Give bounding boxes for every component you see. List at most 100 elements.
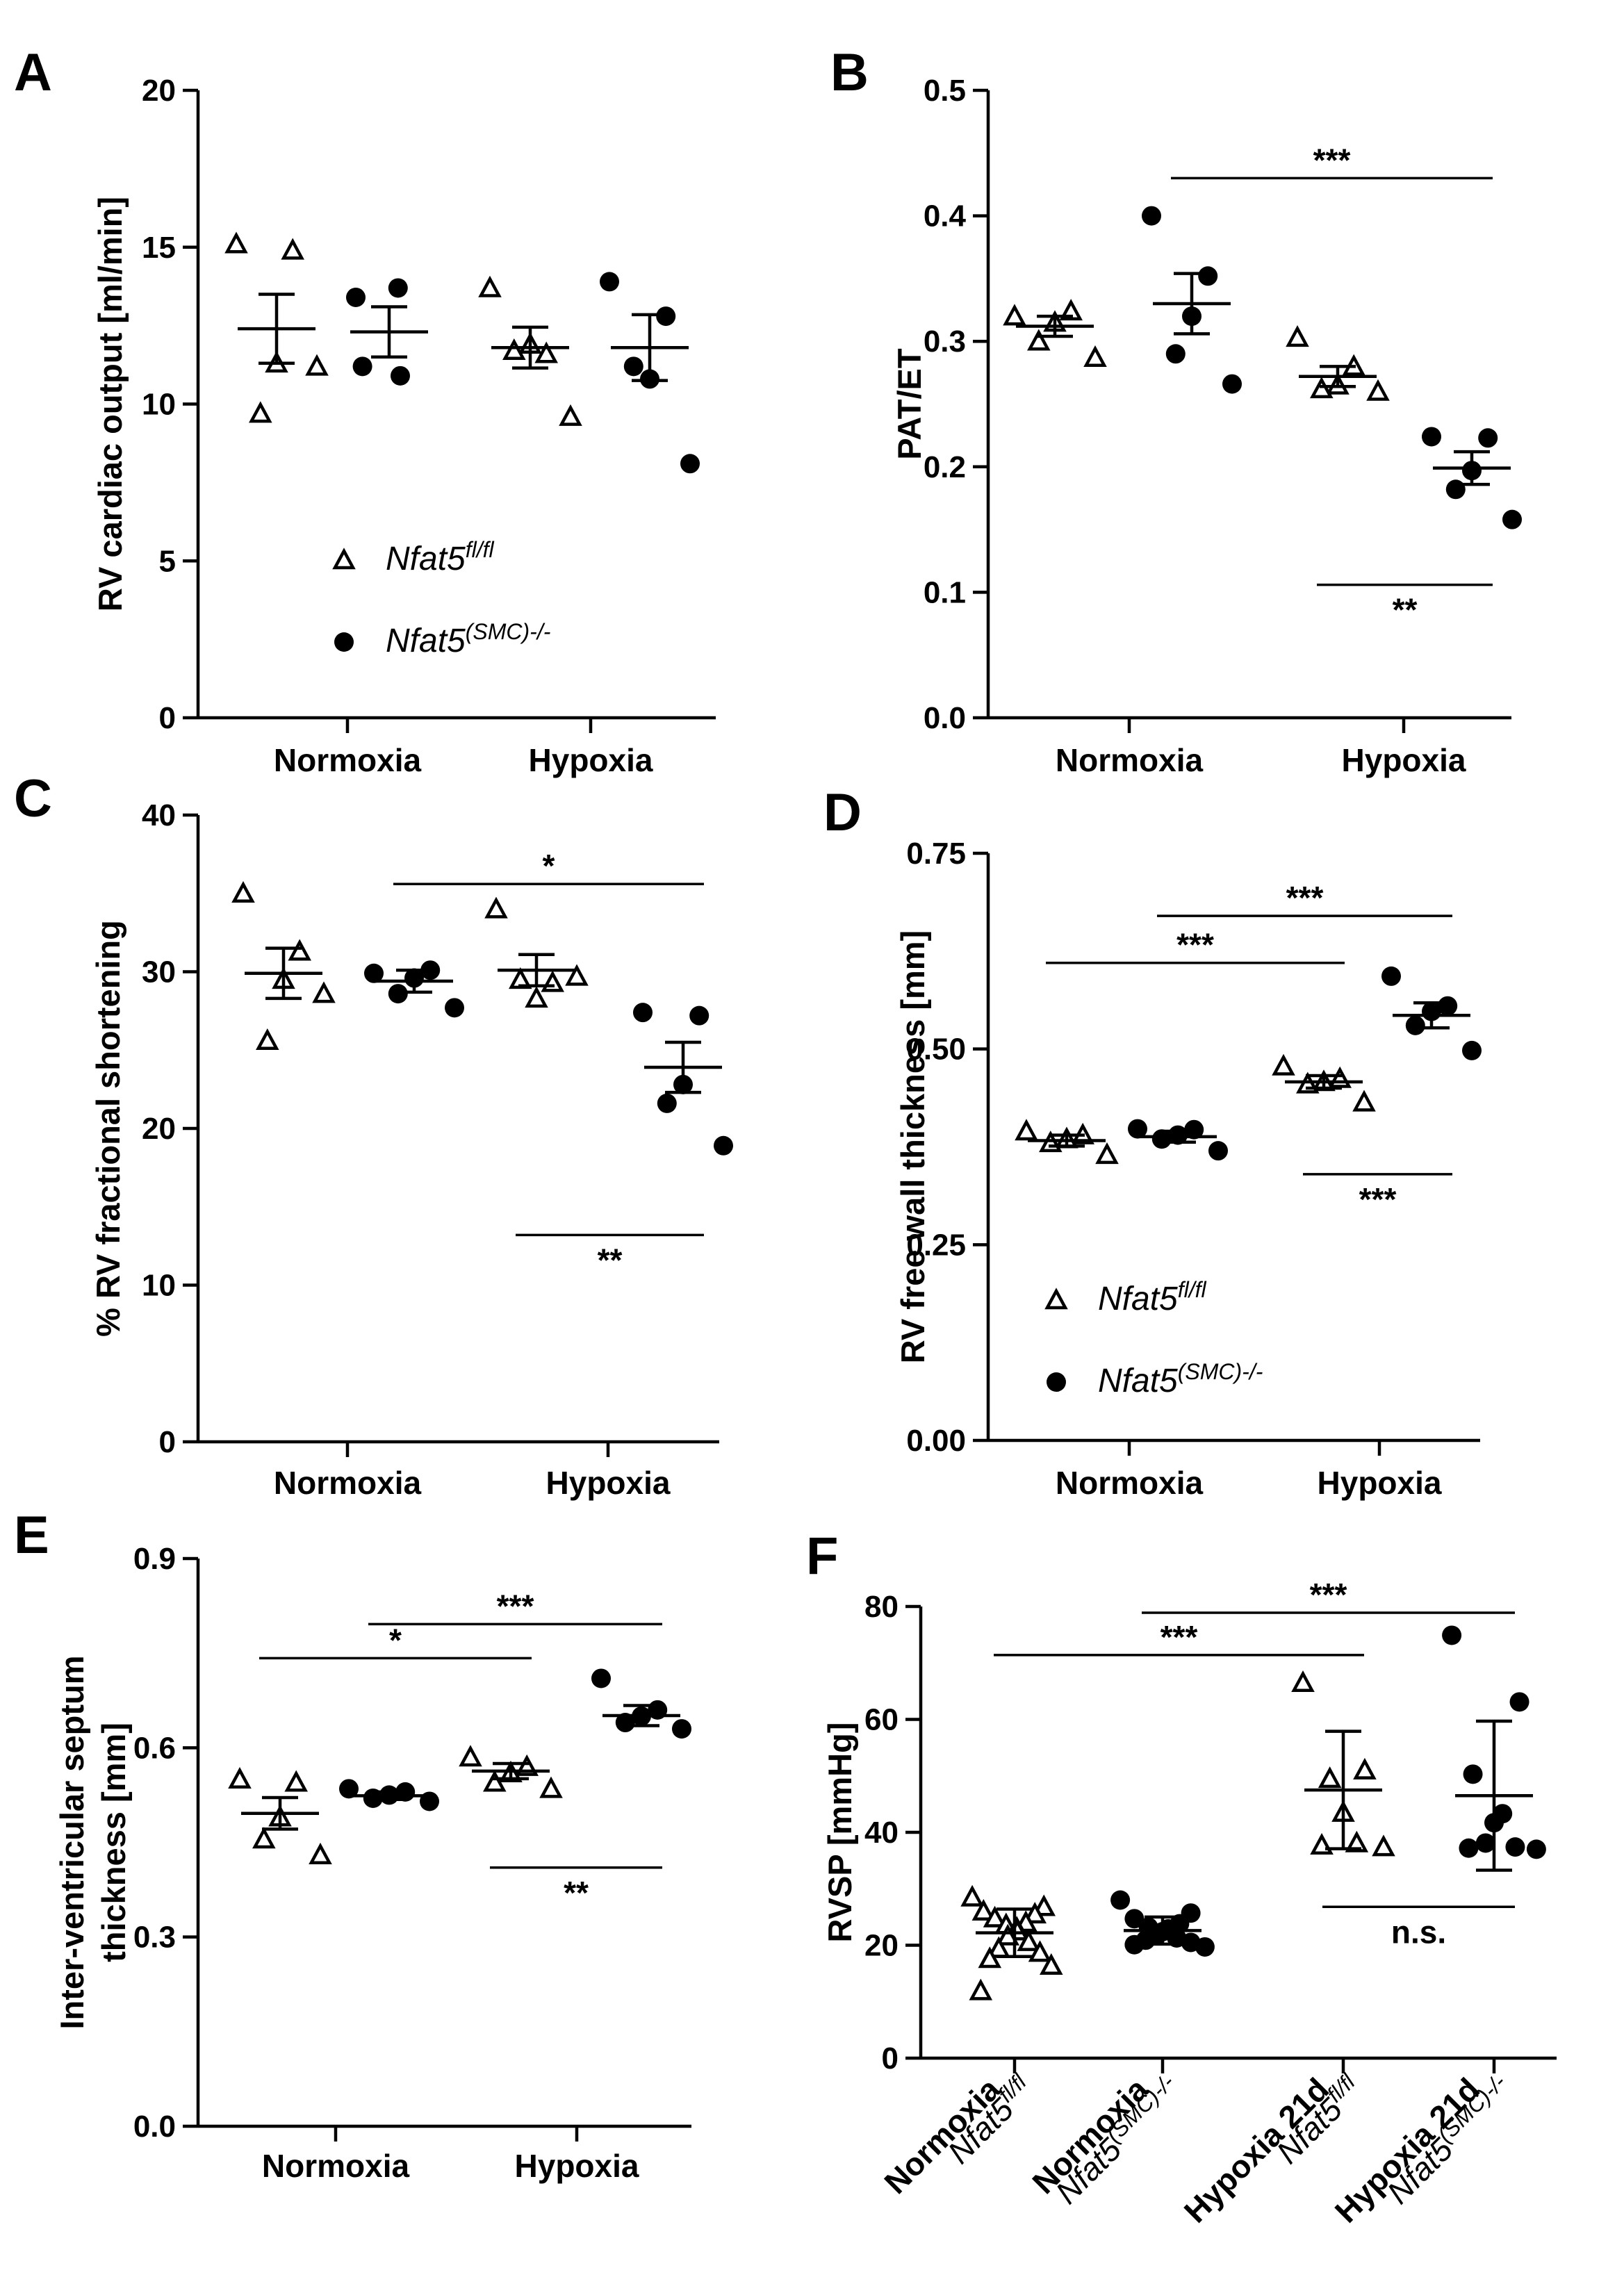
group-3 [1272,1053,1376,1112]
y-tick-label: 0 [882,2041,899,2076]
group-3 [478,275,582,426]
data-point-dot [1475,1833,1495,1853]
group-2 [1110,1890,1215,1957]
panel-a: A 0 5 10 15 20 RV cardiac output [ml/min] Normo… [14,43,716,778]
data-point-dot [1110,1890,1131,1910]
data-point-dot [1509,1692,1529,1712]
group-2 [364,960,464,1018]
data-point-dot [388,278,408,298]
panel-b: B 0.0 0.1 0.2 0.3 0.4 0.5 PAT/ET Normoxia Hypoxia… [830,43,1522,778]
data-point-triangle [1345,1830,1369,1852]
data-point-triangle [256,1028,279,1051]
data-point-dot [445,998,464,1018]
group-4 [1381,966,1482,1060]
significance-label: n.s. [1391,1914,1446,1950]
panel-letter: F [806,1527,838,1586]
y-tick-label: 0.5 [924,74,966,108]
group-2 [1142,206,1242,394]
data-point-triangle [960,1884,984,1907]
data-point-triangle [969,1978,993,2000]
data-point-triangle [996,1923,1020,1946]
x-category-label: Normoxia [274,1465,422,1501]
data-point-dot [689,1005,710,1026]
data-point-triangle [1027,329,1051,351]
legend-label-flfl: Nfat5fl/fl [386,537,495,577]
group-4 [591,1668,691,1739]
data-point-dot [1405,1015,1425,1035]
data-point-dot [1142,206,1161,226]
data-point-dot [1198,266,1218,286]
legend-label-smc: Nfat5(SMC)-/- [386,619,550,659]
group-1 [960,1884,1063,2000]
data-point-triangle [1003,304,1026,326]
group-1 [1003,299,1107,367]
significance-label: *** [1310,1577,1347,1613]
data-point-triangle [228,1766,252,1789]
y-tick-label: 0.75 [906,837,966,871]
group-3 [484,896,589,1008]
data-point-dot [714,1135,733,1156]
data-point-triangle [1028,1940,1052,1962]
group-3 [459,1745,563,1798]
significance-label: * [389,1622,402,1658]
y-tick-label: 60 [864,1703,899,1737]
data-point-triangle [1372,1834,1395,1857]
group-2 [346,278,428,386]
y-axis-label: thickness [mm] [95,1723,132,1962]
data-point-dot [346,287,366,307]
y-axis-label: RV cardiac output [ml/min] [92,197,129,611]
data-point-dot [1151,1129,1172,1149]
data-point-dot [1442,1625,1462,1645]
data-point-triangle [1017,1929,1041,1951]
data-point-dot [1463,1764,1483,1784]
data-point-triangle [534,341,558,363]
data-point-dot [680,454,700,474]
group-3 [1286,325,1390,401]
legend-label-smc: Nfat5(SMC)-/- [1098,1359,1263,1399]
y-tick-label: 0.50 [906,1033,966,1067]
data-point-triangle [1040,1953,1063,1975]
y-tick-label: 20 [142,74,176,108]
data-point-dot [1502,509,1522,529]
data-point-triangle [1353,1757,1377,1780]
panel-c: C 0 10 20 30 40 % RV fractional shortening Norm… [14,769,733,1501]
group-1 [224,231,329,423]
data-point-triangle [483,1770,507,1792]
significance-label: ** [564,1875,589,1911]
data-point-dot [1195,1937,1215,1957]
data-point-triangle [478,275,502,297]
data-point-dot [1165,344,1186,364]
significance-label: *** [1359,1181,1397,1217]
data-point-triangle [502,338,526,361]
data-point-dot [352,356,372,377]
significance-label: *** [497,1588,534,1624]
data-point-triangle [1352,1090,1376,1112]
panels: A 0 5 10 15 20 RV cardiac output [ml/min] Normo… [14,43,1557,2230]
data-point-dot [388,984,408,1004]
data-point-triangle [305,354,329,376]
panel-letter: C [14,769,52,828]
significance-label: *** [1160,1619,1198,1655]
y-tick-label: 80 [864,1590,899,1624]
y-tick-label: 0.0 [924,701,966,735]
y-tick-label: 0.00 [906,1424,966,1458]
data-point-dot [1478,428,1498,448]
panel-letter: E [14,1506,49,1565]
legend-dot-icon [334,632,354,652]
data-point-triangle [1023,1902,1047,1924]
data-point-dot [339,1779,359,1799]
data-point-triangle [1083,345,1107,367]
data-point-triangle [252,1827,276,1849]
data-point-triangle [565,964,589,986]
group-4 [1422,427,1522,529]
data-point-triangle [249,401,272,423]
data-point-dot [1208,1141,1228,1161]
data-point-dot [391,365,410,386]
y-tick-label: 20 [864,1929,899,1963]
x-category-label: Hypoxia [546,1465,671,1501]
data-point-dot [1438,996,1458,1016]
y-tick-label: 0.25 [906,1228,966,1262]
panel-letter: A [14,43,52,102]
panel-letter: B [830,43,869,102]
data-point-triangle [231,881,255,903]
